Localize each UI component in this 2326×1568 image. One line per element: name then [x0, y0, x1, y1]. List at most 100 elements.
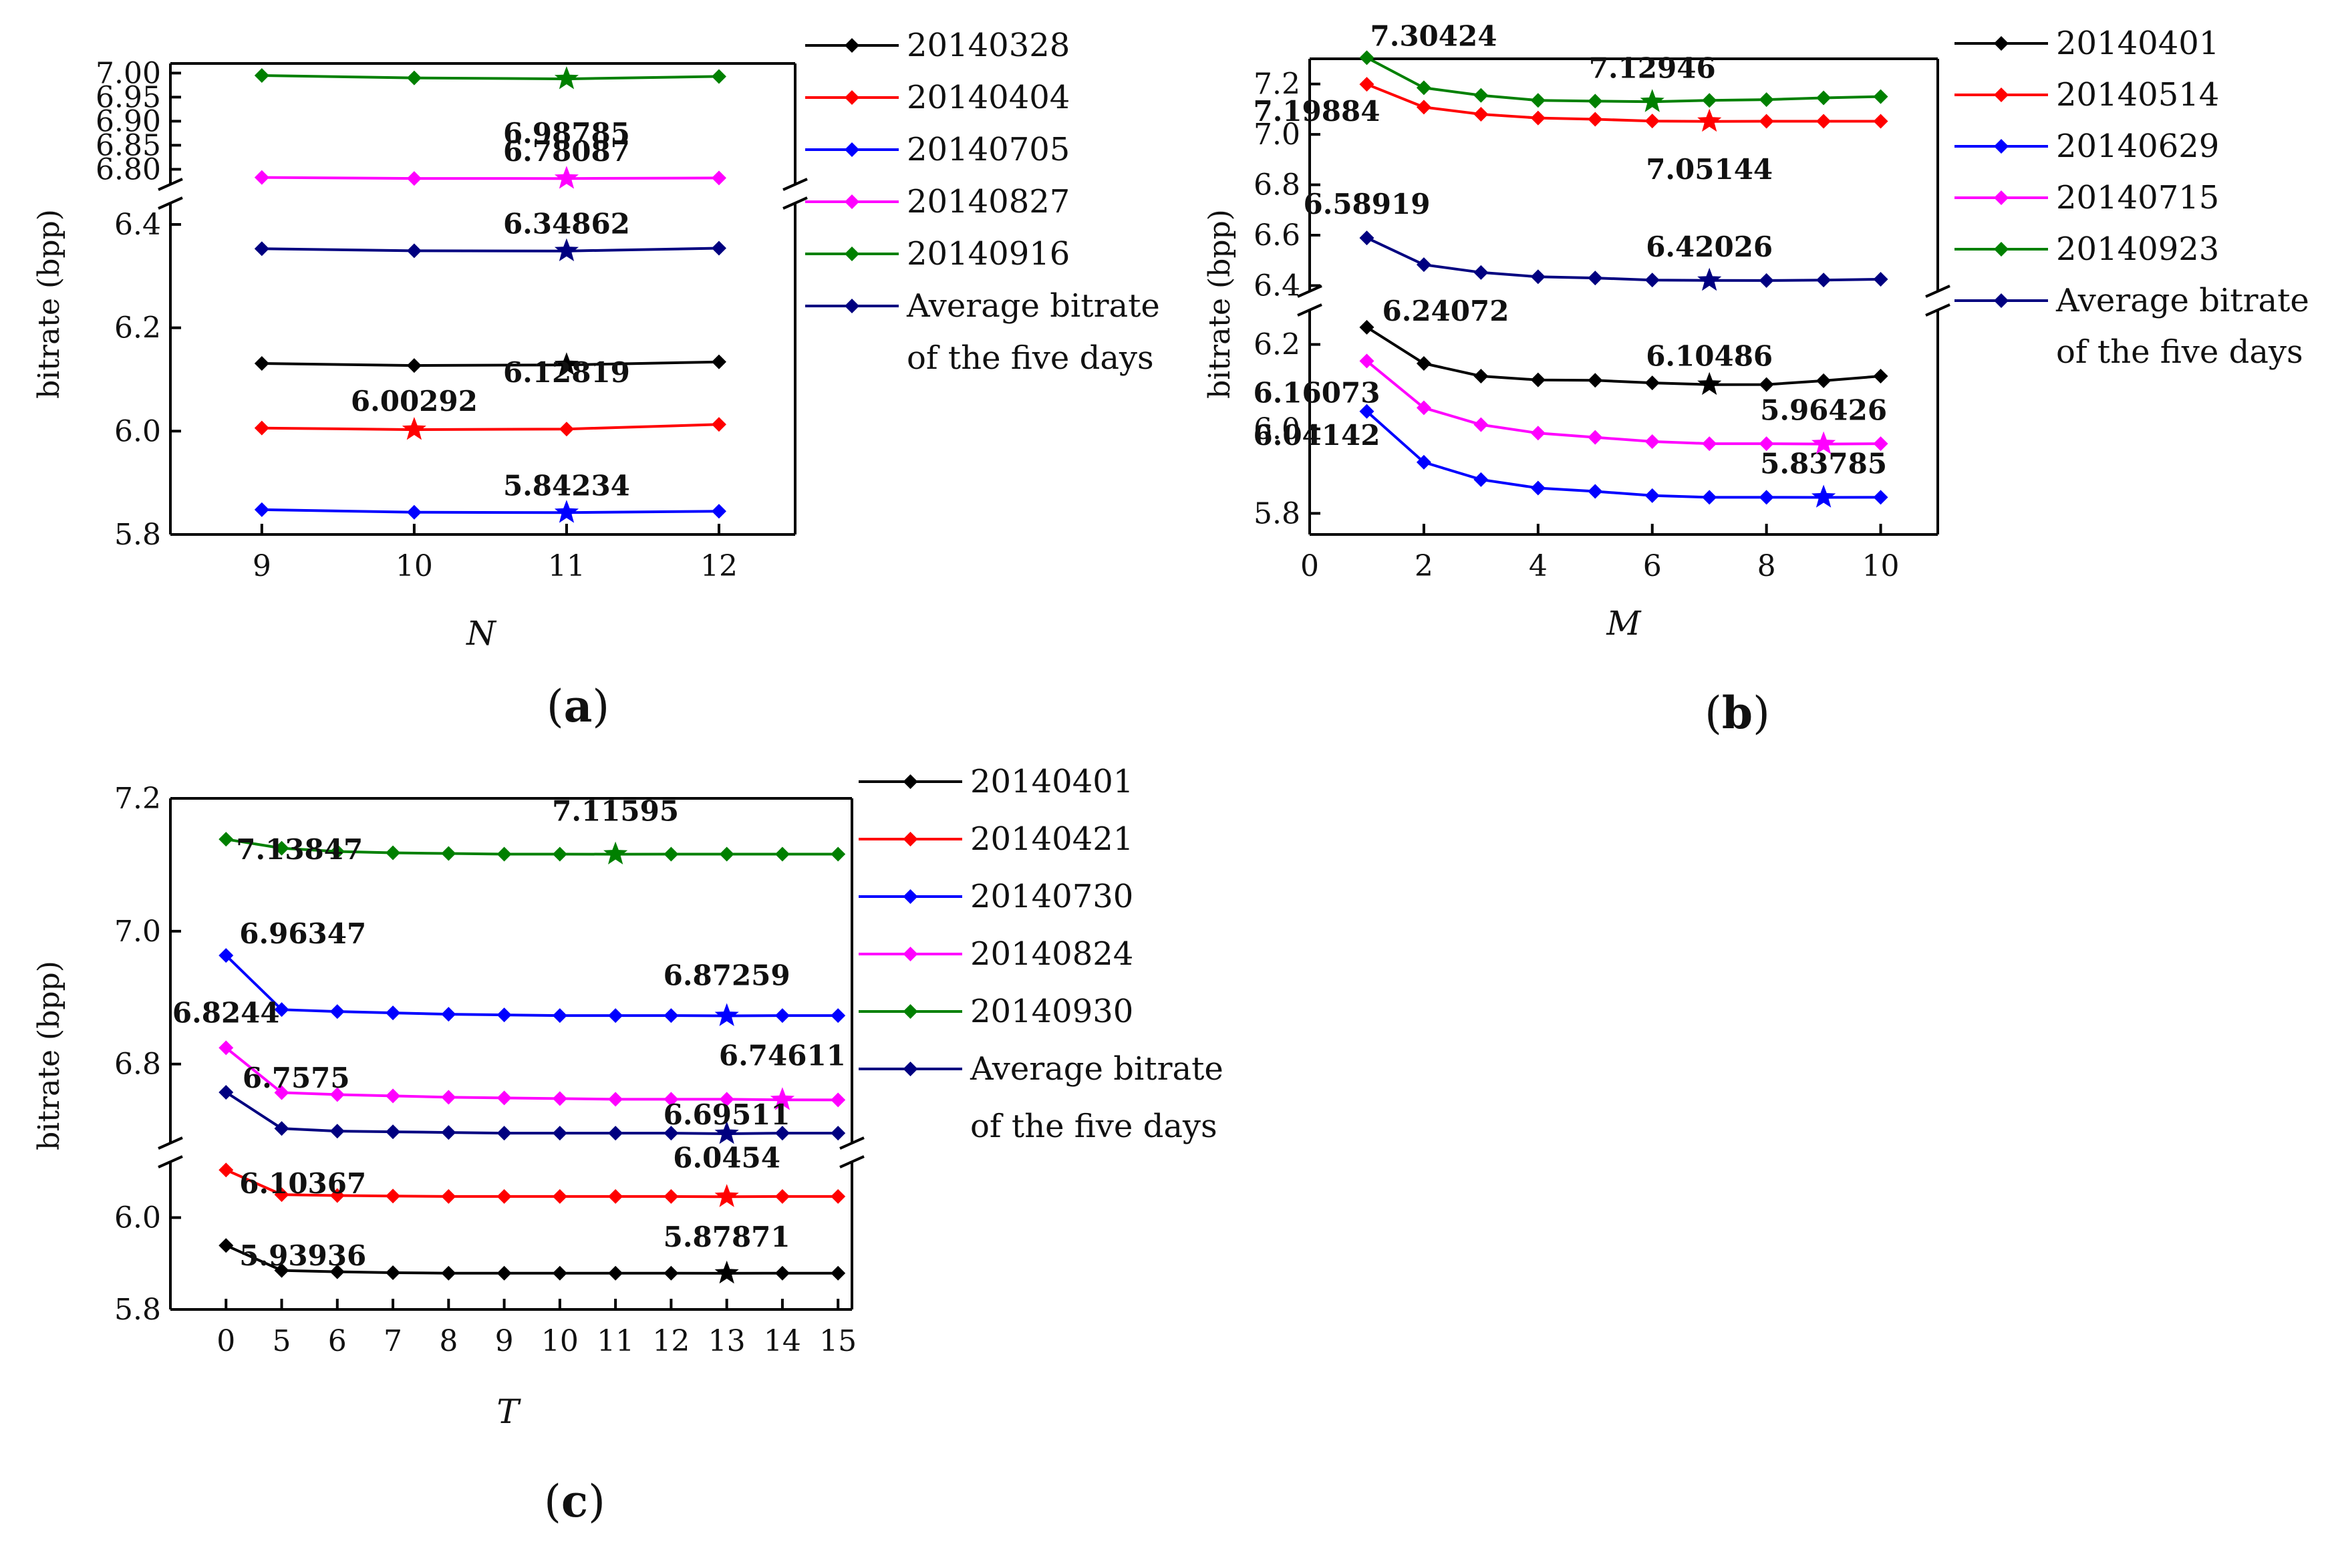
x-tick-label: 0 — [1300, 549, 1319, 583]
legend-label: of the five days — [970, 1108, 1217, 1145]
legend-marker — [1994, 139, 2009, 154]
data-point — [664, 1265, 679, 1281]
legend-item: Average bitrate of the five days — [1954, 282, 2309, 371]
axis-break-mark — [158, 196, 183, 210]
data-point — [496, 1007, 512, 1023]
x-tick-label: 10 — [541, 1324, 579, 1358]
legend-label: of the five days — [2056, 333, 2303, 371]
annotation-first: 7.30424 — [1370, 19, 1497, 52]
legend-item: 20140930 — [859, 993, 1133, 1030]
series-20140629: 5.83785 6.04142 — [1253, 404, 1888, 508]
y-tick-label: 6.0 — [114, 1201, 161, 1235]
y-tick-label: 6.4 — [1254, 269, 1300, 303]
legend-marker — [1994, 242, 2009, 257]
caption-paren: ( — [547, 681, 564, 732]
x-axis-label: T — [496, 1392, 521, 1431]
data-point — [1644, 434, 1660, 449]
data-point — [254, 68, 269, 83]
series-line — [1366, 237, 1881, 282]
series-line — [261, 176, 720, 180]
annotation-best: 7.11595 — [552, 795, 679, 828]
annotation-first: 5.93936 — [239, 1239, 366, 1272]
data-point — [386, 1088, 401, 1104]
data-point — [552, 846, 567, 862]
legend-item: 20140916 — [805, 235, 1070, 273]
series-line — [225, 838, 839, 856]
data-point — [1644, 273, 1660, 288]
series-line — [225, 1046, 839, 1102]
data-point — [608, 1189, 623, 1204]
y-axis-label: bitrate (bpp) — [32, 961, 66, 1150]
data-point — [831, 1189, 846, 1204]
data-point — [774, 846, 790, 862]
series-20140824: 6.74611 6.8244 — [172, 996, 846, 1110]
data-point — [254, 170, 269, 185]
series-20140930: 7.11595 7.13847 — [219, 795, 846, 866]
data-point — [406, 171, 422, 186]
data-point — [406, 243, 422, 259]
data-point — [552, 1189, 567, 1204]
axis-break-mark — [1297, 303, 1322, 317]
data-point — [274, 1263, 289, 1278]
annotation-best: 7.12946 — [1589, 51, 1716, 84]
caption-paren: ) — [592, 681, 609, 732]
legend-marker — [903, 947, 918, 961]
legend-marker — [903, 1004, 918, 1019]
y-tick-label: 6.8 — [1254, 168, 1300, 202]
series-20140916: 6.98785 — [254, 66, 726, 150]
series-20140401: 6.10486 6.24072 — [1359, 295, 1888, 396]
data-point — [274, 1002, 289, 1017]
data-point — [219, 1040, 234, 1056]
data-point — [386, 1005, 401, 1021]
y-tick-label: 6.8 — [114, 1048, 161, 1082]
data-point — [386, 845, 401, 860]
data-point — [1473, 106, 1489, 122]
data-point — [496, 846, 512, 862]
data-point — [1416, 100, 1431, 115]
caption-paren: ) — [1753, 687, 1770, 739]
caption-paren: ( — [1705, 687, 1722, 739]
legend: 20140328 20140404 20140705 20140827 20140916… — [805, 27, 1160, 377]
legend-marker — [845, 38, 859, 53]
caption-paren: ( — [544, 1476, 561, 1527]
data-point — [1359, 353, 1374, 369]
data-point — [254, 355, 269, 371]
data-point — [1644, 375, 1660, 391]
legend-marker — [1994, 293, 2009, 308]
series-20140705: 5.84234 — [254, 469, 726, 523]
x-axis-label: M — [1606, 604, 1642, 643]
legend-label: Average bitrate — [970, 1050, 1223, 1088]
data-point — [441, 1090, 456, 1105]
axis-break-mark — [782, 196, 808, 210]
data-point — [831, 1008, 846, 1024]
x-tick-label: 8 — [1757, 549, 1776, 583]
data-point — [1416, 356, 1431, 371]
y-tick-label: 6.80 — [96, 152, 161, 186]
data-point — [1873, 114, 1888, 129]
data-point-star — [1697, 267, 1722, 291]
y-axis-label: bitrate (bpp) — [32, 209, 66, 399]
annotation-best: 6.42026 — [1646, 230, 1773, 263]
legend-label: 20140401 — [2056, 25, 2219, 62]
series-average-bitrate-of-the-five-days: 6.34862 — [254, 208, 726, 261]
data-point-star — [714, 1260, 739, 1284]
legend-label: 20140404 — [907, 79, 1070, 116]
x-tick-label: 8 — [439, 1324, 458, 1358]
x-tick-label: 12 — [700, 549, 738, 583]
series-line — [261, 423, 720, 432]
data-point-star — [1640, 89, 1664, 112]
data-point — [329, 844, 345, 859]
axis-break-mark — [1297, 285, 1322, 298]
axis-break-mark — [158, 178, 183, 191]
data-point-star — [1697, 108, 1722, 132]
data-point — [496, 1265, 512, 1281]
data-point — [1473, 88, 1489, 103]
data-point — [1359, 319, 1374, 335]
data-point — [774, 1265, 790, 1281]
data-point — [774, 1008, 790, 1024]
legend-item: 20140328 — [805, 27, 1070, 64]
data-point — [1759, 377, 1774, 392]
y-tick-label: 7.0 — [114, 915, 161, 949]
legend-label: 20140923 — [2056, 230, 2219, 268]
series-20140730: 6.87259 6.96347 — [219, 917, 846, 1026]
